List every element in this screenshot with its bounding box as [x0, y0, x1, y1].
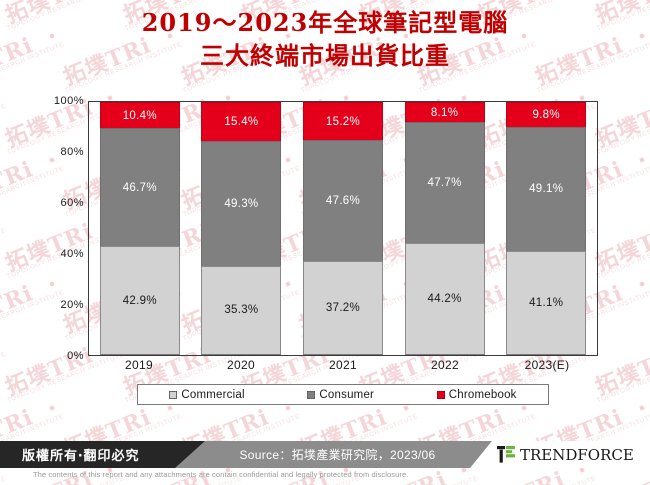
- watermark-dot: [49, 405, 55, 411]
- legend-label: Chromebook: [448, 388, 517, 401]
- watermark-dot: [403, 405, 409, 411]
- bar-segment-consumer: 46.7%: [99, 128, 180, 247]
- trendforce-mark-icon: [497, 445, 516, 464]
- legend-item-consumer[interactable]: Consumer: [307, 389, 374, 401]
- x-axis-tick-label: 2021: [329, 358, 357, 372]
- title-line-2: 三大終端市場出貨比重: [200, 41, 450, 70]
- bar-value-label: 37.2%: [325, 301, 361, 314]
- bar-segment-commercial: 41.1%: [506, 251, 587, 355]
- legend-swatch-icon: [307, 390, 316, 399]
- bar-segment-consumer: 49.1%: [506, 126, 587, 251]
- title-line-1: 2019～2023年全球筆記型電腦: [141, 8, 509, 37]
- bar-value-label: 10.4%: [122, 109, 157, 122]
- y-axis-tick-label: 20%: [60, 298, 84, 311]
- watermark-dot: [639, 405, 645, 411]
- chart-container: 0% 20% 40% 60% 80% 100% 10.4% 46.7% 42.9% 15.4% 4…: [0, 88, 650, 378]
- bar-column: 15.2% 47.6% 37.2%: [302, 102, 383, 355]
- y-axis-tick-label: 60%: [60, 196, 84, 209]
- plot-area: 10.4% 46.7% 42.9% 15.4% 49.3% 35.3% 15.2% 47.6%…: [88, 101, 598, 356]
- y-axis-tick-label: 80%: [60, 145, 84, 158]
- bar-value-label: 35.3%: [224, 304, 259, 317]
- bar-segment-consumer: 47.7%: [404, 122, 485, 244]
- bar-value-label: 47.7%: [427, 177, 462, 190]
- source-text: Source：拓墣產業研究院，2023/06: [239, 448, 436, 462]
- bar-value-label: 8.1%: [430, 106, 459, 119]
- footer-copyright-banner: 版權所有‧翻印必究: [0, 441, 205, 468]
- bar-segment-chromebook: 10.4%: [99, 102, 180, 129]
- bar-value-label: 49.1%: [529, 183, 564, 196]
- bar-value-label: 42.9%: [122, 294, 157, 307]
- page-title: 2019～2023年全球筆記型電腦 三大終端市場出貨比重: [0, 6, 650, 72]
- x-axis-tick-label: 2022: [431, 358, 459, 372]
- bar-column: 9.8% 49.1% 41.1%: [506, 102, 587, 355]
- legend-swatch-icon: [169, 390, 178, 399]
- bar-segment-commercial: 44.2%: [404, 243, 485, 355]
- bar-column: 8.1% 47.7% 44.2%: [404, 102, 485, 355]
- bar-segment-commercial: 35.3%: [201, 265, 282, 355]
- x-axis: 2019 2020 2021 2022 2023(E): [88, 358, 598, 372]
- legend-label: Commercial: [181, 388, 245, 401]
- y-axis-tick-label: 100%: [53, 94, 84, 107]
- legend-item-chromebook[interactable]: Chromebook: [436, 388, 517, 401]
- x-axis-tick-label: 2023(E): [524, 358, 570, 372]
- bar-value-label: 49.3%: [224, 197, 259, 210]
- x-axis-tick-label: 2019: [125, 358, 153, 372]
- watermark-dot: [285, 405, 291, 411]
- bar-segment-chromebook: 9.8%: [506, 102, 587, 127]
- bar-segment-consumer: 49.3%: [201, 140, 282, 266]
- bar-column: 15.4% 49.3% 35.3%: [201, 102, 282, 355]
- bar-column: 10.4% 46.7% 42.9%: [99, 102, 180, 355]
- bar-value-label: 15.2%: [325, 115, 361, 128]
- bar-segment-chromebook: 8.1%: [404, 102, 485, 123]
- x-axis-tick-label: 2020: [227, 358, 255, 372]
- watermark-dot: [521, 405, 527, 411]
- disclaimer-text: The contents of this report and any atta…: [33, 470, 409, 479]
- y-axis: 0% 20% 40% 60% 80% 100%: [0, 95, 84, 361]
- legend-label: Consumer: [319, 388, 375, 401]
- legend-item-commercial[interactable]: Commercial: [169, 388, 245, 401]
- trendforce-logo: TRENDFORCE: [497, 444, 634, 465]
- trendforce-wordmark: TRENDFORCE: [520, 445, 634, 464]
- bar-segment-chromebook: 15.2%: [302, 102, 383, 141]
- bar-value-label: 9.8%: [532, 108, 560, 121]
- legend-swatch-icon: [436, 390, 445, 399]
- bar-segment-commercial: 37.2%: [302, 260, 383, 355]
- bar-segment-consumer: 47.6%: [302, 140, 383, 261]
- bar-segment-commercial: 42.9%: [99, 246, 180, 355]
- bar-segment-chromebook: 15.4%: [201, 102, 282, 141]
- bar-group: 10.4% 46.7% 42.9% 15.4% 49.3% 35.3% 15.2% 47.6%…: [89, 102, 597, 355]
- footer: 版權所有‧翻印必究 Source：拓墣產業研究院，2023/06 TRENDFO…: [0, 441, 650, 485]
- bar-value-label: 15.4%: [224, 115, 259, 128]
- bar-value-label: 41.1%: [529, 296, 564, 309]
- bar-value-label: 46.7%: [122, 181, 157, 194]
- y-axis-tick-label: 0%: [67, 349, 84, 362]
- copyright-text: 版權所有‧翻印必究: [22, 448, 140, 463]
- bar-value-label: 47.6%: [325, 195, 361, 208]
- chart-legend: Commercial Consumer Chromebook: [137, 384, 549, 405]
- watermark-dot: [167, 405, 173, 411]
- bar-value-label: 44.2%: [427, 293, 462, 306]
- y-axis-tick-label: 40%: [60, 247, 84, 260]
